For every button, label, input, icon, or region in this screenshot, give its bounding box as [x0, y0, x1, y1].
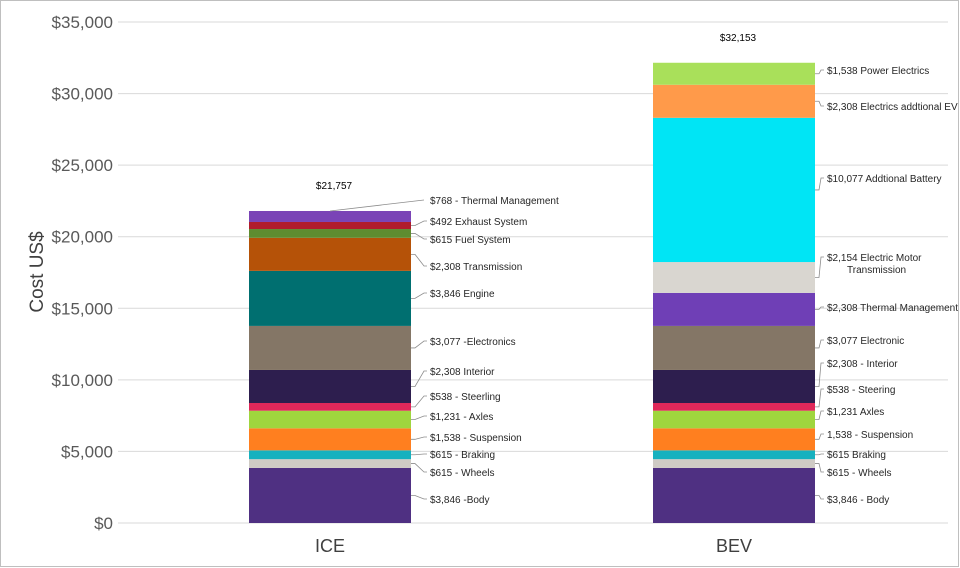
- y-tick-label: $35,000: [52, 13, 113, 32]
- segment-label: $615 Fuel System: [430, 235, 511, 246]
- label-leader-line: [815, 388, 824, 408]
- segment-label: $10,077 Addtional Battery: [827, 174, 942, 185]
- bar-segment: [249, 229, 411, 238]
- bar-total-label: $32,153: [720, 33, 757, 44]
- label-leader-line: [411, 395, 427, 408]
- label-leader-line: [411, 415, 427, 420]
- bar-segment: [653, 292, 815, 326]
- label-leader-line: [815, 495, 824, 500]
- segment-label: $1,538 - Suspension: [430, 433, 522, 444]
- bar-totals: $21,757 $32,153: [316, 33, 757, 192]
- bar-segment: [653, 325, 815, 370]
- y-axis-label: Cost US$: [27, 231, 48, 313]
- bar-segment: [249, 403, 411, 411]
- segment-label: $615 Braking: [827, 450, 886, 461]
- label-leader-line: [815, 463, 824, 473]
- bar-segment: [653, 369, 815, 404]
- label-leader-line: [329, 199, 425, 212]
- bar-segment: [249, 467, 411, 523]
- y-tick-label: $10,000: [52, 371, 113, 390]
- bar-segment: [653, 428, 815, 451]
- y-axis-ticks: $0 $5,000 $10,000 $15,000 $20,000 $25,000 $30,…: [52, 13, 113, 533]
- label-leader-line: [411, 220, 427, 226]
- y-tick-label: $0: [94, 514, 113, 533]
- bar-segment: [249, 450, 411, 460]
- segment-label: $615 - Wheels: [827, 468, 891, 479]
- bar-segment: [249, 459, 411, 468]
- bar-segment: [249, 210, 411, 222]
- y-tick-label: $30,000: [52, 85, 113, 104]
- segment-label: $3,846 -Body: [430, 495, 490, 506]
- label-leader-line: [815, 453, 824, 456]
- segment-label: $1,231 - Axles: [430, 412, 493, 423]
- segment-label: $1,231 Axles: [827, 407, 884, 418]
- y-tick-label: $20,000: [52, 228, 113, 247]
- bar-segment: [653, 84, 815, 118]
- bar-segment: [249, 325, 411, 370]
- segment-label: $2,308 Electrics addtional EV: [827, 102, 958, 113]
- label-leader-line: [411, 340, 427, 349]
- label-leader-line: [815, 410, 824, 420]
- label-leader-line: [815, 69, 824, 75]
- label-leader-line: [815, 306, 824, 310]
- bar-segment: [249, 237, 411, 271]
- y-tick-label: $5,000: [61, 442, 113, 461]
- segment-label: $615 - Wheels: [430, 468, 494, 479]
- segment-label: $3,077 -Electronics: [430, 337, 516, 348]
- segment-label: $3,846 - Body: [827, 495, 889, 506]
- bar-total-label: $21,757: [316, 181, 353, 192]
- segment-label: $538 - Steerling: [430, 392, 501, 403]
- bar-segment: [653, 403, 815, 411]
- segment-label: $615 - Braking: [430, 450, 495, 461]
- segment-label-line: Transmission: [847, 265, 906, 276]
- segment-label: $2,308 - Interior: [827, 359, 898, 370]
- label-leader-line: [411, 292, 427, 299]
- bar-segment: [653, 459, 815, 468]
- x-axis-ticks: ICE BEV: [315, 536, 752, 556]
- segment-label: 1,538 - Suspension: [827, 430, 913, 441]
- bar-segment: [249, 270, 411, 326]
- label-leader-line: [411, 436, 427, 440]
- segment-label: $2,308 Interior: [430, 367, 495, 378]
- bar-segment: [653, 262, 815, 293]
- label-leader-line: [411, 453, 427, 456]
- x-tick-label: ICE: [315, 536, 345, 556]
- label-leader-line: [411, 370, 427, 387]
- bars: [249, 62, 815, 523]
- bar-segment: [653, 450, 815, 460]
- label-leader-line: [815, 177, 824, 191]
- label-leader-line: [411, 233, 427, 240]
- segment-label: $2,308 Transmission: [430, 262, 522, 273]
- label-leader-line: [815, 256, 824, 278]
- segment-label: $3,846 Engine: [430, 289, 495, 300]
- bar-segment: [249, 428, 411, 451]
- segment-label: $492 Exhaust System: [430, 217, 527, 228]
- y-tick-label: $25,000: [52, 156, 113, 175]
- segment-label: $1,538 Power Electrics: [827, 66, 929, 77]
- label-leader-line: [411, 495, 427, 500]
- bar-segment: [653, 62, 815, 85]
- segment-label: $3,077 Electronic: [827, 336, 904, 347]
- bar-segment: [653, 117, 815, 263]
- x-tick-label: BEV: [716, 536, 752, 556]
- bar-segment: [653, 467, 815, 523]
- segment-label: $2,154 Electric Motor Transmission: [827, 253, 922, 276]
- bar-segment: [249, 369, 411, 404]
- label-leader-line: [815, 433, 824, 440]
- label-leader-line: [815, 339, 824, 349]
- label-leader-line: [815, 100, 824, 107]
- label-leader-line: [411, 463, 427, 473]
- segment-label: $768 - Thermal Management: [430, 196, 559, 207]
- bar-segment: [249, 410, 411, 429]
- bar-segment: [653, 410, 815, 429]
- segment-label-line: $2,154 Electric Motor: [827, 253, 922, 264]
- y-tick-label: $15,000: [52, 299, 113, 318]
- label-leader-line: [815, 362, 824, 387]
- segment-label: $538 - Steering: [827, 385, 895, 396]
- label-leader-line: [411, 253, 427, 267]
- bar-segment: [249, 221, 411, 230]
- segment-labels: $3,846 -Body $615 - Wheels $615 - Braking $…: [329, 66, 958, 506]
- segment-label: $2,308 Thermal Management: [827, 303, 958, 314]
